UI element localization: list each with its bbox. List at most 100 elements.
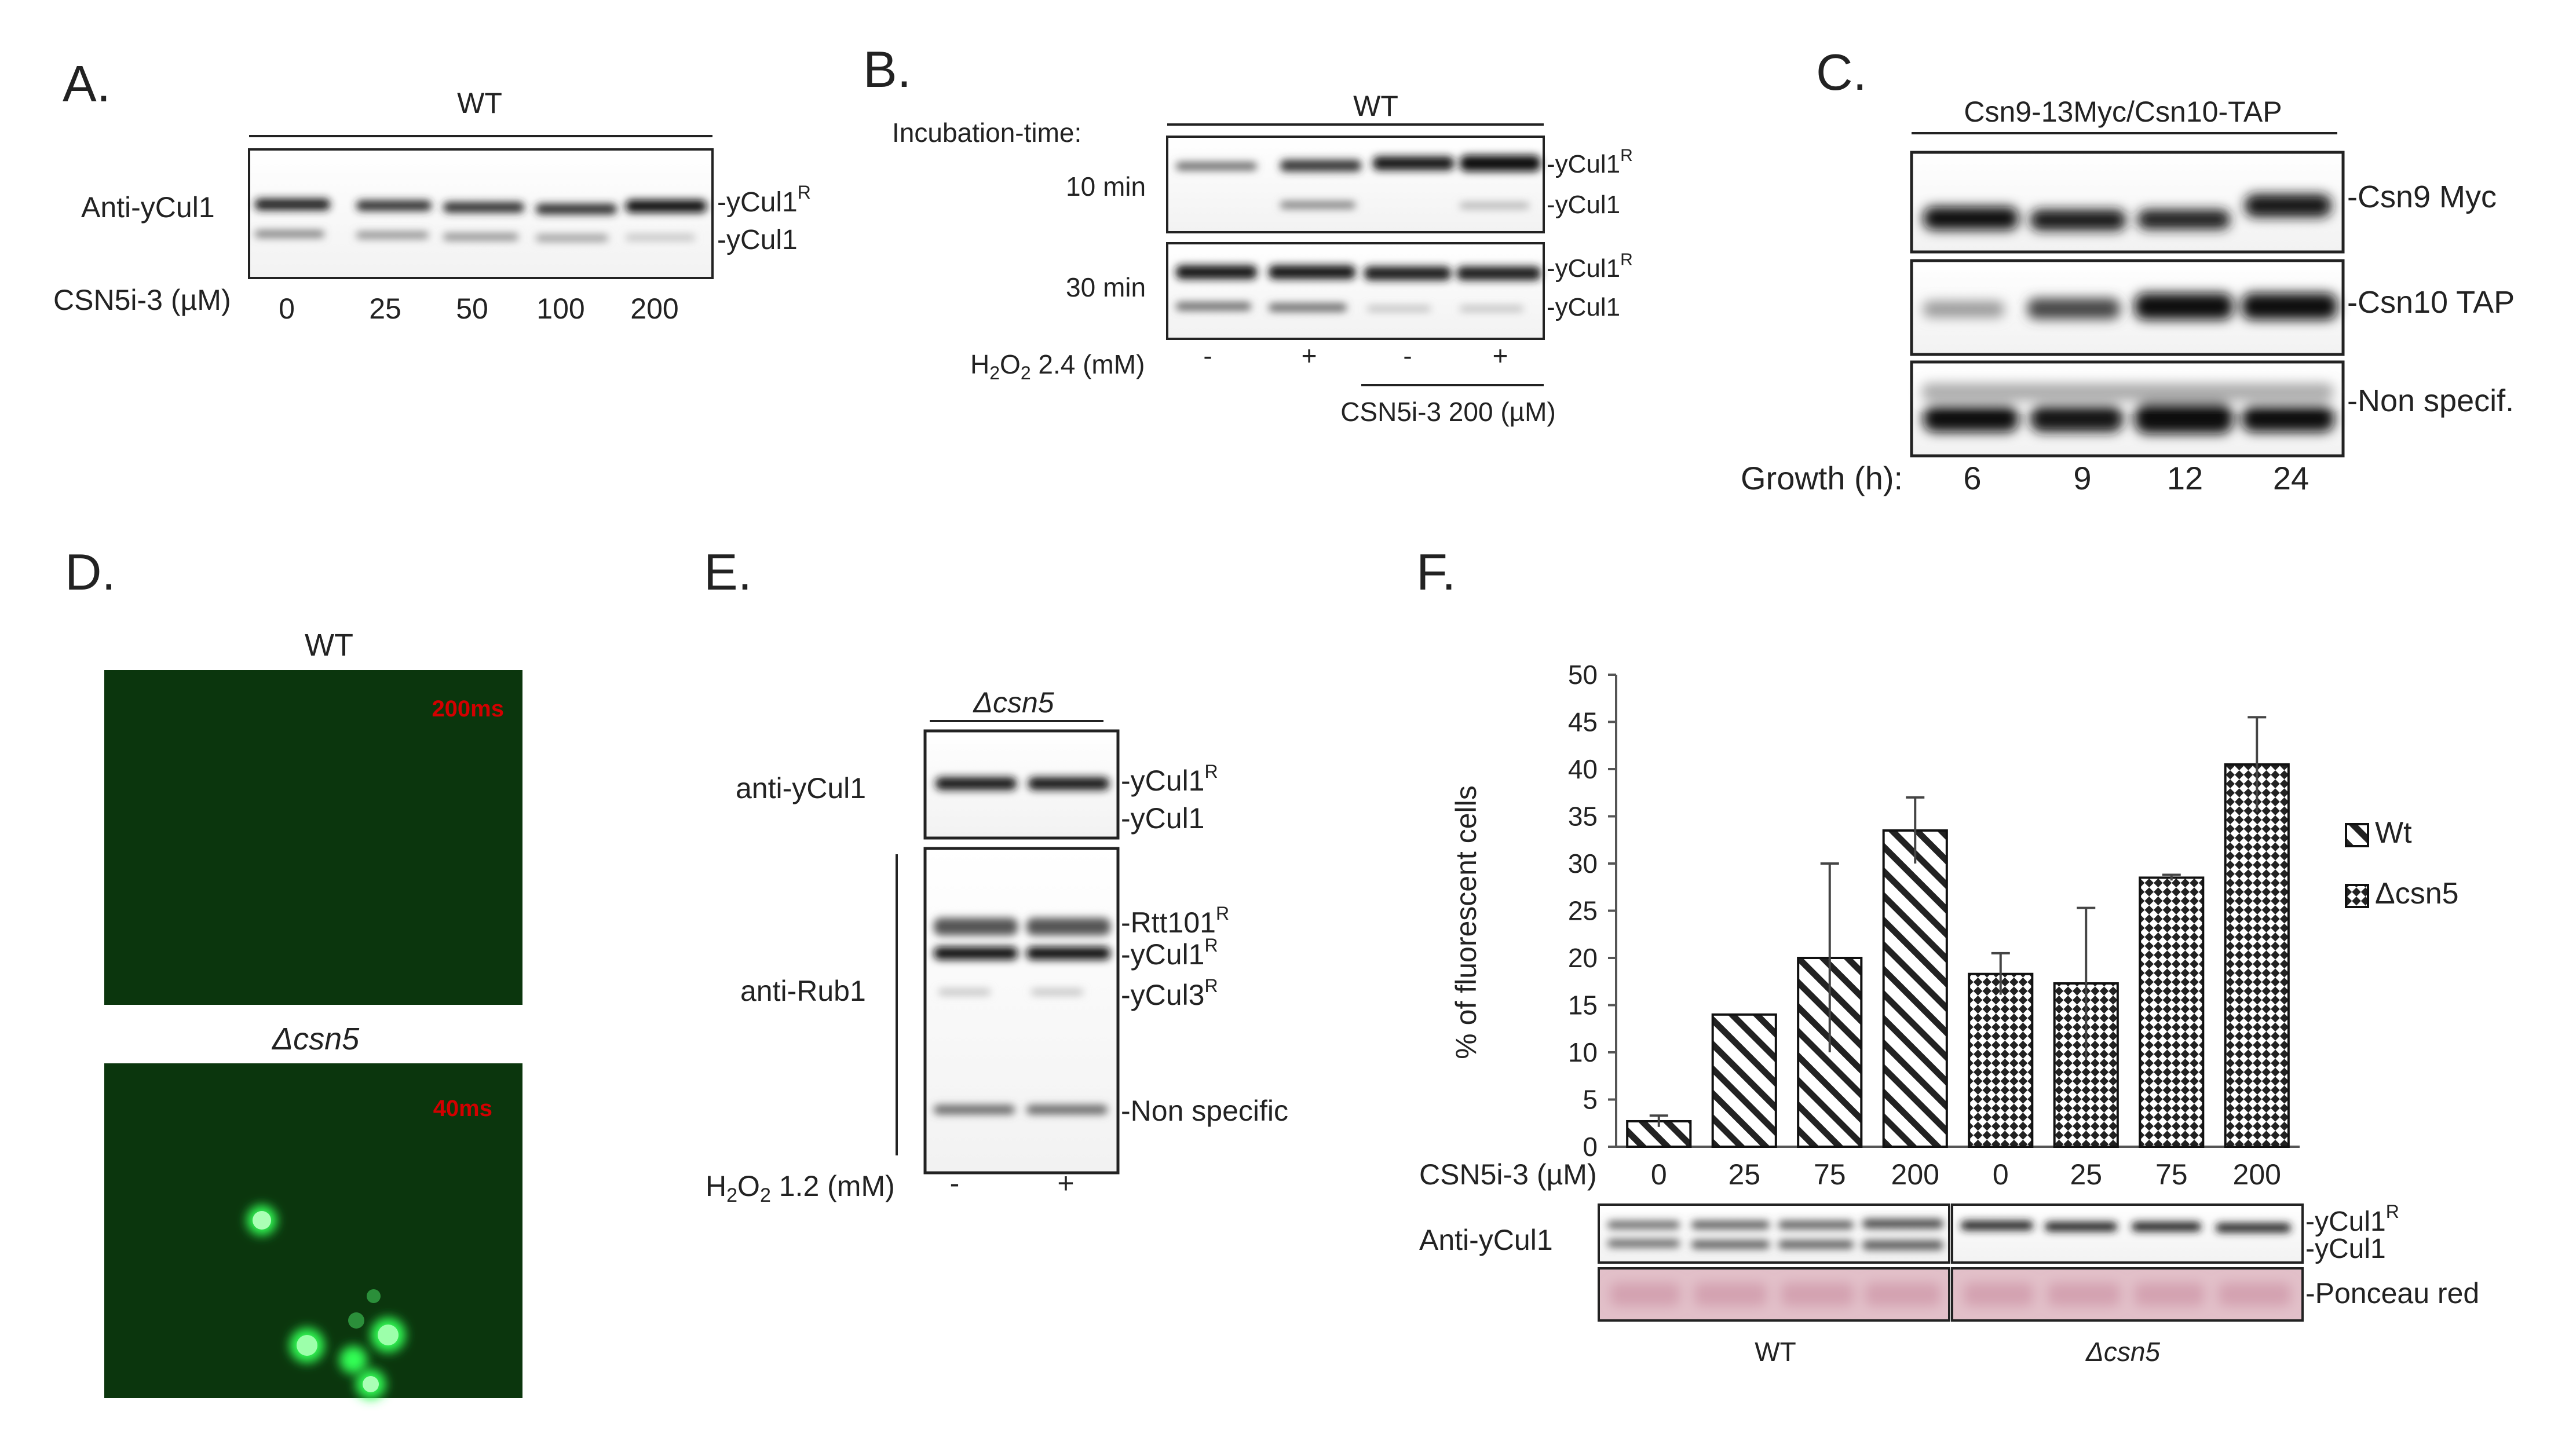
panel-e-band-ycul3r: -yCul3R [1121, 975, 1218, 1011]
legend-label: Wt [2375, 816, 2412, 850]
bar-chart: % of fluorescent cells 0 5 10 15 20 25 30 35 40 4… [1419, 660, 2459, 1191]
band [356, 232, 429, 239]
lane [1694, 1283, 1767, 1306]
panel-a-conc: 50 [456, 292, 488, 325]
band [443, 202, 524, 213]
panel-e-bands-2 [934, 918, 1110, 1114]
band [626, 235, 695, 240]
band [1862, 1219, 1943, 1228]
panel-f-ponceau-lanes [1610, 1283, 2291, 1306]
band [1176, 302, 1251, 310]
band [2030, 210, 2126, 231]
panel-c-band-2: -Csn10 TAP [2347, 285, 2515, 320]
band [2045, 1222, 2117, 1231]
panel-e-bands-1 [936, 777, 1109, 790]
bar [1711, 1013, 1777, 1148]
panel-b-sign: - [1203, 341, 1212, 371]
panel-letter-b: B. [863, 41, 911, 98]
panel-f: F. % of fluorescent cells 0 5 10 15 20 25 30 35… [1416, 543, 2479, 1367]
panel-c-axis-label: Growth (h): [1741, 460, 1903, 496]
band [1691, 1241, 1770, 1249]
band [1364, 266, 1451, 280]
panel-d-fluorescent-cells [247, 1205, 405, 1399]
panel-a-band-upper: -yCul1R [717, 182, 811, 218]
fluorescent-cell [367, 1289, 381, 1303]
panel-letter-f: F. [1416, 543, 1456, 601]
panel-b-inhibitor-label: CSN5i-3 200 (µM) [1340, 397, 1556, 427]
panel-f-group-mut: Δcsn5 [2085, 1337, 2160, 1367]
x-tick-label: 0 [1651, 1158, 1667, 1191]
bar [2224, 763, 2290, 1148]
lane [2048, 1283, 2120, 1306]
lane [1964, 1283, 2033, 1306]
panel-a-header: WT [457, 87, 502, 119]
band [1457, 266, 1541, 280]
band [255, 199, 330, 210]
band [2027, 298, 2120, 319]
band [2137, 210, 2230, 229]
band [1176, 265, 1257, 279]
panel-c-bands-2 [1923, 293, 2337, 320]
y-tick-label: 15 [1568, 990, 1598, 1020]
band [1367, 306, 1431, 312]
band [934, 947, 1018, 960]
panel-letter-c: C. [1816, 43, 1867, 101]
x-axis-label: CSN5i-3 (µM) [1419, 1158, 1597, 1191]
band [1778, 1241, 1854, 1249]
fluorescent-cell [253, 1211, 271, 1230]
panel-c-band-1: -Csn9 Myc [2347, 180, 2497, 214]
lane [2135, 1283, 2204, 1306]
panel-b-time-30: 30 min [1066, 272, 1146, 302]
fluorescent-cell [363, 1376, 379, 1392]
panel-a-conc: 100 [536, 292, 584, 325]
panel-d-mut-label: Δcsn5 [271, 1022, 360, 1056]
band [2216, 1223, 2291, 1232]
lane [2219, 1283, 2291, 1306]
panel-b-time-10: 10 min [1066, 171, 1146, 202]
band [1607, 1239, 1680, 1248]
band [1961, 1221, 2033, 1230]
x-tick-labels: 0 25 75 200 0 25 75 200 [1651, 1158, 2281, 1191]
lane [1781, 1283, 1854, 1306]
y-tick-label: 20 [1568, 943, 1598, 973]
panel-f-antibody: Anti-yCul1 [1419, 1224, 1553, 1256]
panel-c-band-3: -Non specif. [2347, 383, 2514, 418]
band [1460, 155, 1541, 171]
band [1923, 301, 2004, 317]
panel-letter-a: A. [63, 55, 111, 112]
band [1026, 947, 1110, 960]
panel-f-group-wt: WT [1755, 1337, 1796, 1367]
y-tick-label: 5 [1583, 1085, 1598, 1115]
panel-c-bands-1 [1923, 194, 2332, 231]
panel-e-sign: - [950, 1167, 960, 1199]
x-tick-label: 25 [2070, 1158, 2102, 1191]
lane [1610, 1283, 1680, 1306]
panel-letter-e: E. [704, 543, 752, 601]
band [1026, 1105, 1108, 1114]
band [2132, 1222, 2201, 1231]
band [2135, 403, 2233, 434]
fluorescent-cell [297, 1335, 317, 1356]
panel-a-blot [248, 148, 714, 279]
panel-e-antibody-1: anti-yCul1 [736, 772, 866, 804]
panel-f-blot-mut [1951, 1203, 2304, 1264]
panel-d-wt-micrograph [104, 670, 522, 1005]
panel-d-mut-exposure: 40ms [433, 1096, 492, 1121]
panel-a-conc: 0 [279, 292, 295, 325]
lane [1865, 1283, 1941, 1306]
error-bars [1649, 716, 2267, 1127]
panel-b-band-upper-10: -yCul1R [1547, 146, 1633, 178]
band [1691, 1221, 1770, 1229]
band [626, 200, 707, 213]
y-tick-label: 0 [1583, 1132, 1598, 1162]
panel-e-band-rtt: -Rtt101R [1121, 903, 1229, 939]
band [1280, 202, 1355, 208]
panel-a-bands [255, 199, 707, 242]
panel-d: D. WT 200ms Δcsn5 40ms [65, 543, 522, 1399]
panel-b-sign: + [1493, 341, 1508, 371]
band [1031, 989, 1083, 995]
panel-b-band-lower-10: -yCul1 [1547, 191, 1620, 219]
band [938, 989, 991, 995]
panel-f-blot-wt [1598, 1203, 1950, 1264]
